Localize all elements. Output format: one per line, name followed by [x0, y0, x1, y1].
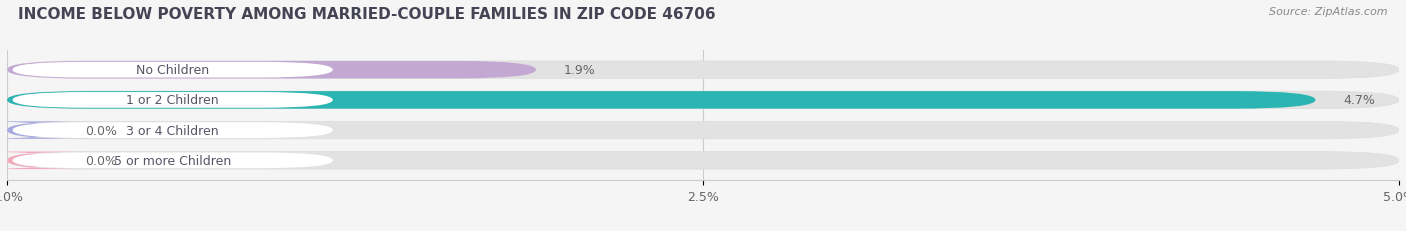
- Text: Source: ZipAtlas.com: Source: ZipAtlas.com: [1270, 7, 1388, 17]
- Text: 0.0%: 0.0%: [84, 154, 117, 167]
- FancyBboxPatch shape: [0, 122, 87, 139]
- FancyBboxPatch shape: [13, 123, 333, 138]
- FancyBboxPatch shape: [7, 92, 1399, 109]
- Text: 1.9%: 1.9%: [564, 64, 596, 77]
- FancyBboxPatch shape: [0, 152, 87, 169]
- Text: 5 or more Children: 5 or more Children: [114, 154, 232, 167]
- FancyBboxPatch shape: [7, 92, 1316, 109]
- FancyBboxPatch shape: [7, 152, 1399, 169]
- Text: 3 or 4 Children: 3 or 4 Children: [127, 124, 219, 137]
- FancyBboxPatch shape: [13, 93, 333, 108]
- Text: 1 or 2 Children: 1 or 2 Children: [127, 94, 219, 107]
- Text: INCOME BELOW POVERTY AMONG MARRIED-COUPLE FAMILIES IN ZIP CODE 46706: INCOME BELOW POVERTY AMONG MARRIED-COUPL…: [18, 7, 716, 22]
- Text: No Children: No Children: [136, 64, 209, 77]
- FancyBboxPatch shape: [13, 63, 333, 78]
- Text: 0.0%: 0.0%: [84, 124, 117, 137]
- FancyBboxPatch shape: [7, 122, 1399, 139]
- FancyBboxPatch shape: [7, 62, 1399, 79]
- FancyBboxPatch shape: [13, 153, 333, 168]
- Text: 4.7%: 4.7%: [1343, 94, 1375, 107]
- FancyBboxPatch shape: [7, 62, 536, 79]
